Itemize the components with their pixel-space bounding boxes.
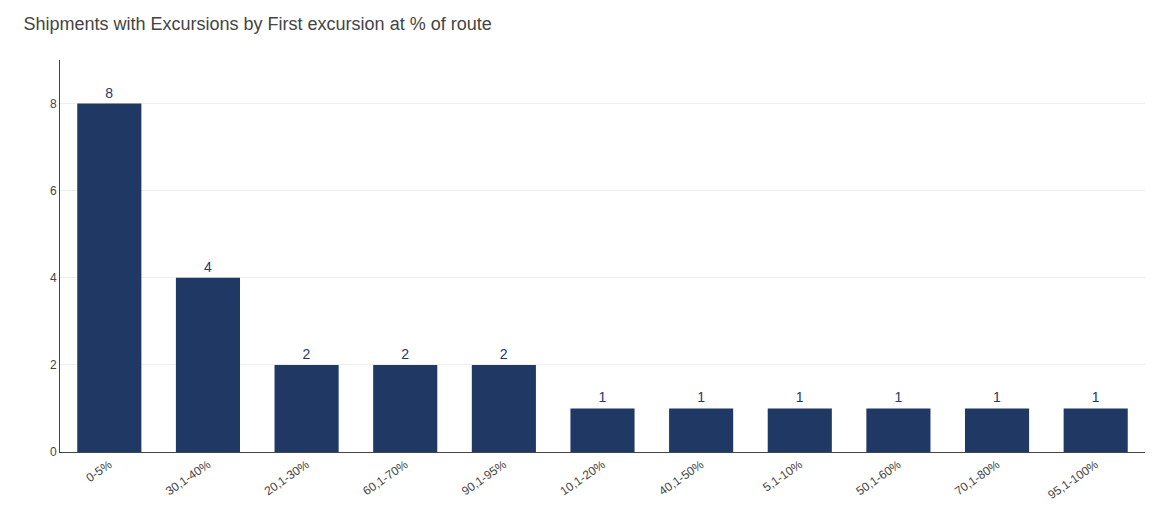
svg-text:2: 2 — [500, 346, 508, 362]
svg-text:4: 4 — [50, 271, 57, 285]
svg-text:60,1-70%: 60,1-70% — [360, 457, 410, 498]
svg-text:1: 1 — [993, 389, 1001, 405]
svg-text:1: 1 — [1092, 389, 1100, 405]
svg-text:10,1-20%: 10,1-20% — [558, 457, 608, 498]
svg-text:90,1-95%: 90,1-95% — [459, 457, 509, 498]
svg-text:0: 0 — [50, 445, 57, 459]
svg-text:1: 1 — [894, 389, 902, 405]
svg-text:2: 2 — [50, 358, 57, 372]
svg-text:70,1-80%: 70,1-80% — [952, 457, 1002, 498]
svg-text:1: 1 — [697, 389, 705, 405]
svg-text:2: 2 — [303, 346, 311, 362]
svg-text:0-5%: 0-5% — [84, 457, 115, 485]
svg-text:2: 2 — [401, 346, 409, 362]
svg-text:30,1-40%: 30,1-40% — [163, 457, 213, 498]
svg-text:5,1-10%: 5,1-10% — [760, 457, 805, 494]
svg-text:8: 8 — [105, 85, 113, 101]
svg-text:8: 8 — [50, 97, 57, 111]
svg-text:95,1-100%: 95,1-100% — [1045, 457, 1101, 502]
svg-text:1: 1 — [796, 389, 804, 405]
svg-text:50,1-60%: 50,1-60% — [853, 457, 903, 498]
svg-text:1: 1 — [599, 389, 607, 405]
svg-text:Shipments with Excursions by F: Shipments with Excursions by First excur… — [24, 14, 492, 34]
svg-text:4: 4 — [204, 259, 212, 275]
svg-text:20,1-30%: 20,1-30% — [262, 457, 312, 498]
svg-text:6: 6 — [50, 184, 57, 198]
svg-text:40,1-50%: 40,1-50% — [656, 457, 706, 498]
